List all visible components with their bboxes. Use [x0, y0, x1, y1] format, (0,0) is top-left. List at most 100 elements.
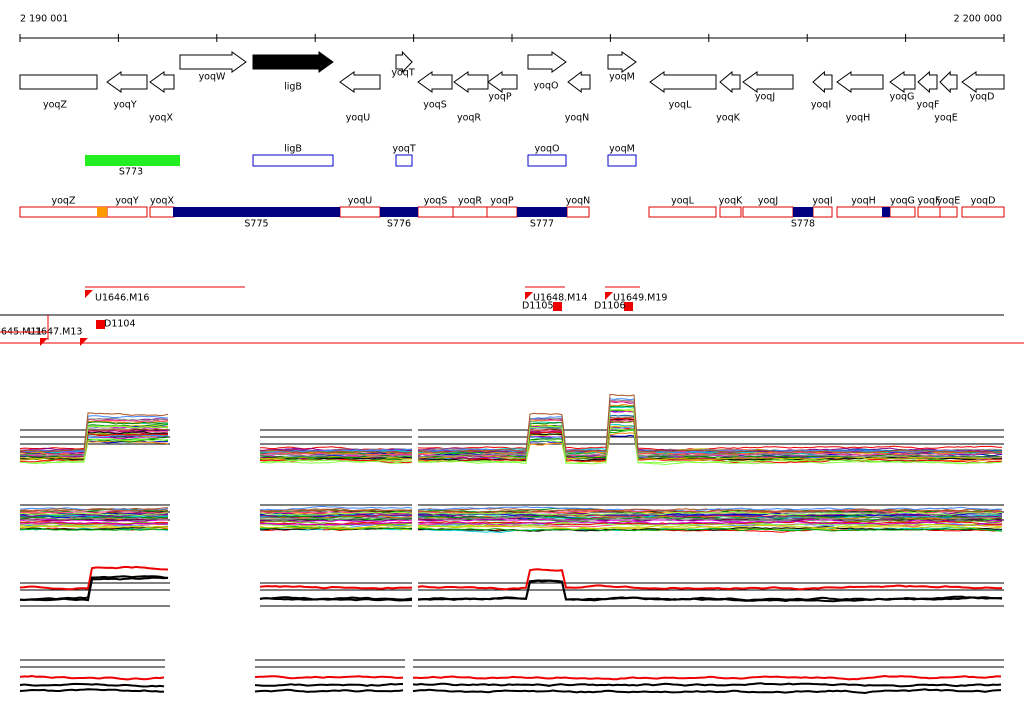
segment-block-label: S777: [530, 219, 554, 230]
gene-label: yoqF: [917, 100, 940, 111]
expression-line: [20, 433, 169, 463]
expression-line: [417, 520, 1002, 525]
expression-line: [259, 597, 413, 602]
gene-arrow: [607, 51, 637, 73]
segment-label: S773: [119, 167, 143, 178]
downstream-label: D1104: [104, 319, 136, 330]
blue-box: [882, 207, 890, 217]
gene-arrow: [487, 71, 518, 93]
expression-line: [412, 674, 1002, 681]
expression-line: [19, 412, 169, 453]
gene-arrow: [339, 71, 381, 93]
gene-arrow: [417, 71, 453, 93]
expression-line: [417, 523, 1003, 530]
expression-line: [417, 399, 1003, 459]
expression-line: [19, 421, 169, 458]
gene-box-label: yoqY: [115, 196, 138, 207]
gene-box-label: yoqL: [671, 196, 694, 207]
gene-box: [812, 206, 833, 218]
gene-box-label: yoqX: [150, 196, 174, 207]
gene-label: yoqI: [811, 100, 831, 111]
unit-flag: [40, 338, 48, 346]
expression-line: [19, 430, 169, 459]
expression-line: [259, 459, 413, 464]
gene-arrow: [889, 71, 916, 93]
expression-line: [19, 688, 165, 693]
gene-box: [417, 206, 454, 218]
downstream-label: D1106: [594, 301, 626, 312]
expression-line: [19, 510, 169, 514]
gene-label: yoqO: [534, 81, 559, 92]
segment-block: [793, 207, 813, 217]
gene-box: [106, 206, 148, 218]
expression-line: [417, 408, 1003, 461]
feature-label: ligB: [284, 144, 302, 155]
expression-line: [19, 518, 169, 523]
gene-box: [149, 206, 175, 218]
expression-line: [259, 508, 413, 513]
gene-label: yoqP: [488, 92, 511, 103]
expression-line: [417, 516, 1003, 522]
feature-label: yoqM: [609, 144, 635, 155]
gene-box-label: yoqN: [566, 196, 591, 207]
gene-box-label: yoqK: [719, 196, 743, 207]
gene-box-label: yoqE: [937, 196, 960, 207]
feature-label: yoqO: [535, 144, 560, 155]
expression-line: [260, 521, 413, 526]
expression-line: [19, 575, 169, 602]
gene-box-label: yoqR: [458, 196, 482, 207]
expression-line: [417, 408, 1003, 466]
expression-line: [19, 438, 169, 465]
expression-line: [417, 527, 1003, 532]
feature-box: [527, 154, 567, 167]
expression-line: [19, 565, 169, 591]
expression-line: [417, 393, 1003, 454]
gene-arrow: [567, 70, 591, 94]
gene-label: yoqZ: [43, 100, 67, 111]
gene-arrow: [453, 71, 489, 93]
segment-bar: [85, 155, 180, 166]
expression-line: [259, 453, 413, 458]
expression-line: [259, 516, 413, 520]
expression-line: [19, 507, 169, 513]
ruler-end: 2 200 000: [954, 14, 1002, 25]
unit-label: U1648.M14: [533, 293, 587, 304]
expression-line: [417, 568, 1003, 591]
expression-line: [412, 688, 1002, 695]
gene-box-label: yoqU: [348, 196, 372, 207]
gene-label: ligB: [284, 82, 302, 93]
gene-label: yoqR: [457, 113, 481, 124]
gene-arrow: [149, 71, 175, 93]
gene-arrow: [649, 71, 717, 93]
gene-box-label: yoqJ: [758, 196, 778, 207]
feature-box: [395, 154, 413, 167]
gene-arrow: [252, 51, 334, 73]
expression-line: [19, 528, 169, 531]
gene-box: [719, 206, 742, 218]
expression-line: [19, 415, 169, 453]
downstream-label: D1105: [522, 301, 554, 312]
gene-box: [939, 206, 958, 218]
unit-flag: [605, 292, 613, 300]
gene-label: yoqL: [669, 100, 692, 111]
unit-flag: [525, 292, 533, 300]
gene-box: [648, 206, 717, 218]
expression-line: [417, 398, 1003, 454]
downstream-mark: [96, 320, 105, 329]
gene-box-label: yoqS: [424, 196, 448, 207]
gene-arrow: [836, 71, 884, 93]
expression-line: [19, 418, 169, 457]
segment-block-label: S778: [791, 219, 815, 230]
expression-line: [254, 675, 404, 680]
gene-box: [452, 206, 488, 218]
expression-line: [412, 682, 1002, 688]
gene-arrow: [106, 71, 148, 93]
gene-arrow: [395, 50, 413, 74]
downstream-mark: [624, 302, 633, 311]
gene-box: [889, 206, 916, 218]
segment-block: [173, 207, 340, 217]
gene-label: yoqY: [113, 100, 136, 111]
ruler-start: 2 190 001: [20, 14, 68, 25]
gene-arrow: [19, 74, 98, 90]
